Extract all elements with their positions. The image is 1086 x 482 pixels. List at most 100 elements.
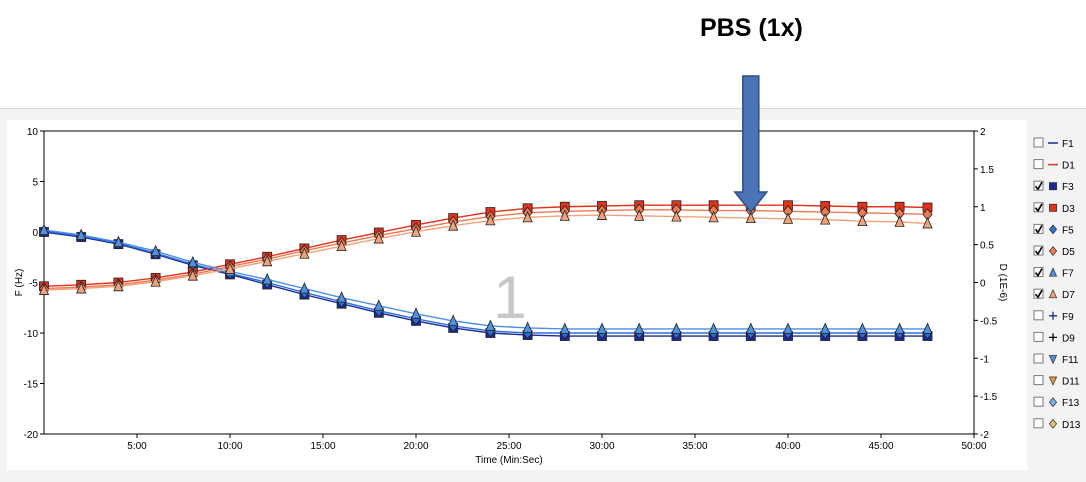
data-point-F7 (708, 322, 719, 334)
annotation-arrow (733, 75, 769, 214)
check-icon (1034, 203, 1043, 213)
legend-label: F7 (1062, 269, 1074, 280)
data-point-F7 (820, 322, 831, 334)
legend-item-D5[interactable]: D5 (1033, 245, 1075, 258)
legend-checkbox[interactable] (1033, 223, 1044, 234)
legend-plus-swatch (1049, 333, 1057, 342)
y-tick-label: 5 (32, 178, 38, 189)
data-point-F7 (410, 307, 422, 319)
data-point-D7 (448, 219, 459, 231)
x-tick-label: 45:00 (868, 441, 893, 452)
legend-checkbox[interactable] (1033, 375, 1044, 386)
down-arrow-icon (733, 75, 769, 214)
legend-label: D13 (1062, 420, 1081, 431)
legend-item-D13[interactable]: D13 (1033, 418, 1081, 431)
legend-item-D11[interactable]: D11 (1033, 375, 1080, 388)
legend-item-D7[interactable]: D7 (1033, 288, 1075, 301)
data-point-F7 (336, 291, 347, 303)
data-point-F7 (634, 322, 645, 334)
check-icon (1034, 289, 1043, 299)
y2-tick-label: 0.5 (980, 241, 994, 252)
legend-item-F9[interactable]: F9 (1033, 310, 1074, 323)
legend-item-F1[interactable]: F1 (1033, 137, 1074, 150)
x-tick-label: 50:00 (961, 441, 986, 452)
legend-label: F1 (1062, 139, 1074, 150)
data-point-F7 (448, 314, 459, 326)
legend-checkbox[interactable] (1033, 159, 1044, 170)
legend-checkbox[interactable] (1033, 331, 1044, 342)
legend-label: F9 (1062, 312, 1074, 323)
legend-checkbox[interactable] (1033, 310, 1044, 321)
legend-checkbox[interactable] (1033, 418, 1044, 429)
data-point-F7 (522, 321, 533, 333)
y-tick-label: -5 (29, 279, 38, 290)
data-point-F7 (373, 299, 384, 311)
legend-item-D3[interactable]: D3 (1033, 202, 1075, 215)
legend-checkbox[interactable] (1033, 202, 1044, 213)
x-tick-label: 25:00 (496, 441, 521, 452)
check-icon (1034, 268, 1043, 277)
axes: 5:00 10:00 15:00 20:00 25:00 30:00 35:00 40:00 4… (14, 127, 1008, 466)
legend-item-F13[interactable]: F13 (1033, 396, 1080, 409)
data-point-F7 (38, 223, 50, 235)
data-point-D7 (671, 210, 682, 222)
data-point-D7 (299, 247, 310, 259)
data-point-D7 (373, 232, 384, 244)
legend-marker-swatch (1048, 418, 1058, 429)
y-tick-label: 10 (27, 127, 39, 138)
legend-checkbox[interactable] (1033, 137, 1044, 148)
y2-tick-label: 2 (980, 127, 986, 138)
data-point-D7 (336, 239, 347, 252)
data-point-D7 (634, 209, 645, 221)
y2-tick-label: -0.5 (980, 316, 998, 327)
legend-checkbox[interactable] (1033, 396, 1044, 407)
data-point-F7 (671, 322, 682, 334)
legend-plus-swatch (1049, 311, 1057, 320)
data-point-D7 (522, 210, 533, 223)
y2-axis-label: D (1E-6) (997, 264, 1008, 302)
data-point-F7 (782, 322, 794, 334)
legend-item-D9[interactable]: D9 (1033, 331, 1075, 344)
data-point-D7 (485, 213, 496, 226)
y-tick-label: -15 (24, 380, 39, 391)
data-point-D7 (150, 275, 161, 287)
legend-label: D9 (1062, 333, 1075, 344)
data-point-D7 (745, 211, 756, 224)
data-point-D7 (922, 216, 933, 229)
legend-item-F5[interactable]: F5 (1033, 223, 1074, 236)
data-point-F7 (922, 322, 933, 334)
x-tick-label: 20:00 (403, 441, 428, 452)
legend-marker-swatch (1048, 376, 1058, 386)
y-axis-label: F (Hz) (14, 269, 25, 297)
check-icon (1034, 181, 1043, 191)
legend-checkbox[interactable] (1033, 180, 1044, 191)
data-point-D7 (224, 262, 236, 274)
data-point-D7 (559, 209, 570, 221)
legend-marker-swatch (1048, 289, 1058, 299)
legend-label: D3 (1062, 204, 1075, 215)
legend-marker-swatch (1048, 397, 1058, 408)
legend-checkbox[interactable] (1033, 267, 1044, 278)
legend-marker-swatch (1049, 182, 1057, 191)
data-point-F7 (150, 244, 161, 257)
legend-checkbox[interactable] (1033, 353, 1044, 364)
legend-checkbox[interactable] (1033, 245, 1044, 256)
series-F7 (38, 223, 933, 334)
legend-item-F3[interactable]: F3 (1033, 180, 1074, 193)
data-point-D7 (38, 283, 50, 295)
series (38, 200, 933, 341)
legend-item-F7[interactable]: F7 (1033, 267, 1074, 280)
legend: F1 D1 F3 D3 F5 D5 F7 D7 F9 D9 F11 D11 F13 D13 (1033, 137, 1081, 431)
legend-item-F11[interactable]: F11 (1033, 353, 1079, 366)
data-point-F7 (299, 282, 310, 294)
legend-checkbox[interactable] (1033, 288, 1044, 299)
legend-marker-swatch (1048, 267, 1058, 277)
data-point-F7 (745, 322, 756, 334)
data-point-D7 (187, 269, 198, 281)
data-point-D7 (596, 208, 608, 220)
y-tick-label: -10 (24, 329, 39, 340)
y2-tick-label: 1.5 (980, 165, 994, 176)
legend-item-D1[interactable]: D1 (1033, 159, 1075, 172)
data-point-D7 (894, 215, 905, 227)
